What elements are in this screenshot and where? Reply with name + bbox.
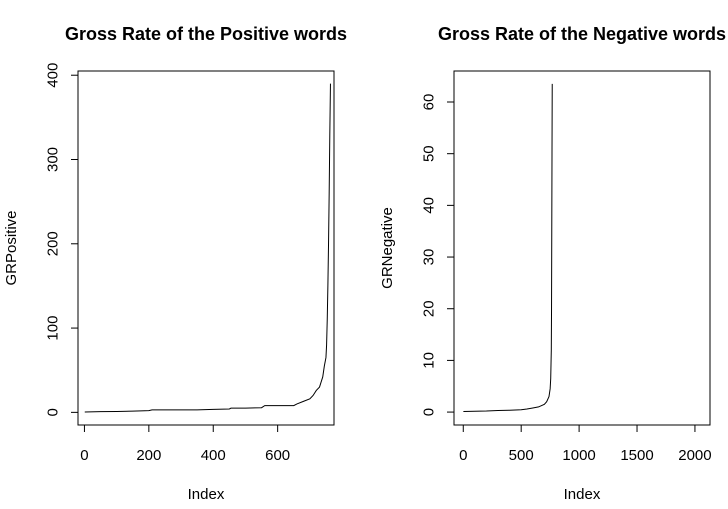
y-axis-label: GRPositive bbox=[3, 210, 20, 285]
y-tick-label: 50 bbox=[421, 145, 438, 162]
y-tick-label: 60 bbox=[421, 94, 438, 111]
chart-title: Gross Rate of the Negative words bbox=[438, 24, 726, 44]
y-tick-label: 0 bbox=[421, 408, 438, 416]
plot-frame bbox=[77, 70, 335, 426]
x-tick-label: 0 bbox=[80, 447, 88, 464]
y-axis-label: GRNegative bbox=[379, 207, 396, 289]
chart-positive: Gross Rate of the Positive words Index G… bbox=[3, 24, 347, 503]
x-axis-label: Index bbox=[564, 486, 601, 503]
y-tick-label: 200 bbox=[45, 231, 62, 256]
x-axis: 0 500 1000 1500 2000 bbox=[459, 424, 712, 464]
y-tick-label: 30 bbox=[421, 249, 438, 266]
x-tick-label: 500 bbox=[509, 447, 534, 464]
x-tick-label: 0 bbox=[459, 447, 467, 464]
y-tick-label: 100 bbox=[45, 316, 62, 341]
y-tick-label: 40 bbox=[421, 197, 438, 214]
y-axis: 0 100 200 300 400 bbox=[45, 63, 79, 417]
y-tick-label: 20 bbox=[421, 300, 438, 317]
chart-title: Gross Rate of the Positive words bbox=[65, 24, 347, 44]
series-line bbox=[84, 83, 331, 413]
y-axis: 0 10 20 30 40 50 60 bbox=[421, 94, 455, 416]
x-tick-label: 400 bbox=[201, 447, 226, 464]
y-tick-label: 300 bbox=[45, 147, 62, 172]
plot-frame bbox=[453, 70, 711, 426]
y-tick-label: 400 bbox=[45, 63, 62, 88]
x-tick-label: 600 bbox=[265, 447, 290, 464]
x-tick-label: 1500 bbox=[620, 447, 653, 464]
y-tick-label: 0 bbox=[45, 408, 62, 416]
series-line bbox=[463, 83, 553, 413]
x-tick-label: 200 bbox=[136, 447, 161, 464]
chart-negative: Gross Rate of the Negative words Index G… bbox=[379, 24, 726, 503]
x-axis-label: Index bbox=[188, 486, 225, 503]
x-tick-label: 2000 bbox=[678, 447, 711, 464]
x-axis: 0 200 400 600 bbox=[80, 424, 290, 464]
x-tick-label: 1000 bbox=[562, 447, 595, 464]
y-tick-label: 10 bbox=[421, 352, 438, 369]
